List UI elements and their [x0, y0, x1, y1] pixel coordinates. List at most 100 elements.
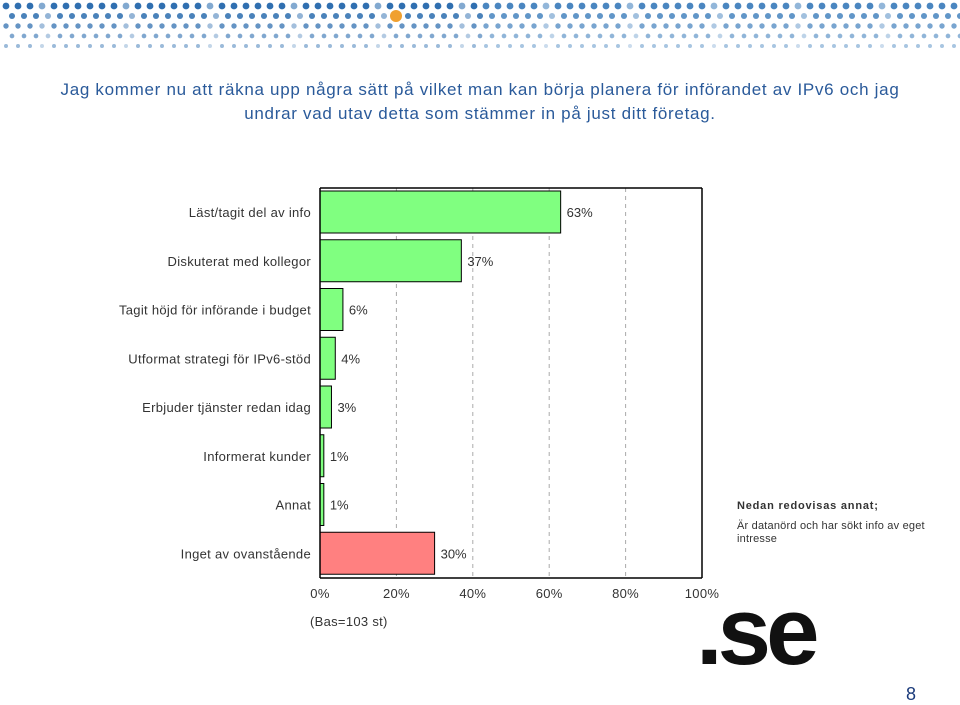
dot [578, 2, 586, 10]
dot [146, 2, 154, 10]
dot [242, 2, 250, 10]
dot [380, 12, 388, 20]
dot [98, 2, 106, 10]
dot [136, 44, 140, 48]
dot [285, 33, 291, 39]
dot [555, 23, 561, 29]
dot [843, 23, 849, 29]
dot [410, 2, 418, 10]
dot [303, 23, 309, 29]
dot [316, 44, 320, 48]
dot [508, 44, 512, 48]
dot [40, 44, 44, 48]
dot [904, 44, 908, 48]
dot [710, 2, 718, 10]
dot [794, 2, 802, 10]
dot [74, 2, 82, 10]
dot [789, 33, 795, 39]
dot [129, 33, 135, 39]
dot [57, 33, 63, 39]
dot [669, 33, 675, 39]
dot [105, 33, 111, 39]
dot [812, 12, 820, 20]
bar [319, 336, 336, 380]
dot [500, 12, 508, 20]
dot [664, 44, 668, 48]
dot [261, 33, 267, 39]
dot [195, 23, 201, 29]
dot [884, 12, 892, 20]
dot [62, 2, 70, 10]
value-label: 4% [341, 351, 360, 366]
dot [916, 44, 920, 48]
dot [940, 44, 944, 48]
dot [724, 44, 728, 48]
dot [99, 23, 105, 29]
dot [86, 2, 94, 10]
dot [524, 12, 532, 20]
dot [837, 33, 843, 39]
dot [950, 2, 958, 10]
dot [460, 44, 464, 48]
dot [92, 12, 100, 20]
dot [795, 23, 801, 29]
dot [218, 2, 226, 10]
dot [339, 23, 345, 29]
value-label: 63% [567, 205, 593, 220]
dot [513, 33, 519, 39]
dot [434, 2, 442, 10]
dot [548, 12, 556, 20]
dot [693, 33, 699, 39]
dot [645, 33, 651, 39]
dot [549, 33, 555, 39]
dot [856, 44, 860, 48]
dot [752, 12, 760, 20]
dot [532, 44, 536, 48]
dot [38, 2, 46, 10]
category-label: Diskuterat med kollegor [168, 254, 312, 269]
dot [236, 12, 244, 20]
dot [448, 44, 452, 48]
dot [928, 44, 932, 48]
dot [2, 2, 10, 10]
dot [519, 23, 525, 29]
dot [507, 23, 513, 29]
dot [320, 12, 328, 20]
dot [273, 33, 279, 39]
tick-label: 60% [536, 586, 563, 601]
dot [452, 12, 460, 20]
dot [45, 33, 51, 39]
dot [200, 12, 208, 20]
dot [472, 44, 476, 48]
dot [52, 44, 56, 48]
dot [488, 12, 496, 20]
dot [326, 2, 334, 10]
dot [429, 33, 435, 39]
dot [196, 44, 200, 48]
dot [740, 12, 748, 20]
dot [412, 44, 416, 48]
dot [681, 33, 687, 39]
dot [573, 33, 579, 39]
dot [230, 2, 238, 10]
dot [465, 33, 471, 39]
bar [319, 531, 436, 575]
dot [717, 33, 723, 39]
dot [220, 44, 224, 48]
dot [484, 44, 488, 48]
dot [345, 33, 351, 39]
dot [172, 44, 176, 48]
dot [692, 12, 700, 20]
dot [927, 23, 933, 29]
value-label: 3% [337, 400, 356, 415]
dot [390, 10, 402, 22]
dot [63, 23, 69, 29]
dot [116, 12, 124, 20]
dot [39, 23, 45, 29]
dot [878, 2, 886, 10]
dot [712, 44, 716, 48]
dot [117, 33, 123, 39]
dot [537, 33, 543, 39]
dot [135, 23, 141, 29]
dot [844, 44, 848, 48]
